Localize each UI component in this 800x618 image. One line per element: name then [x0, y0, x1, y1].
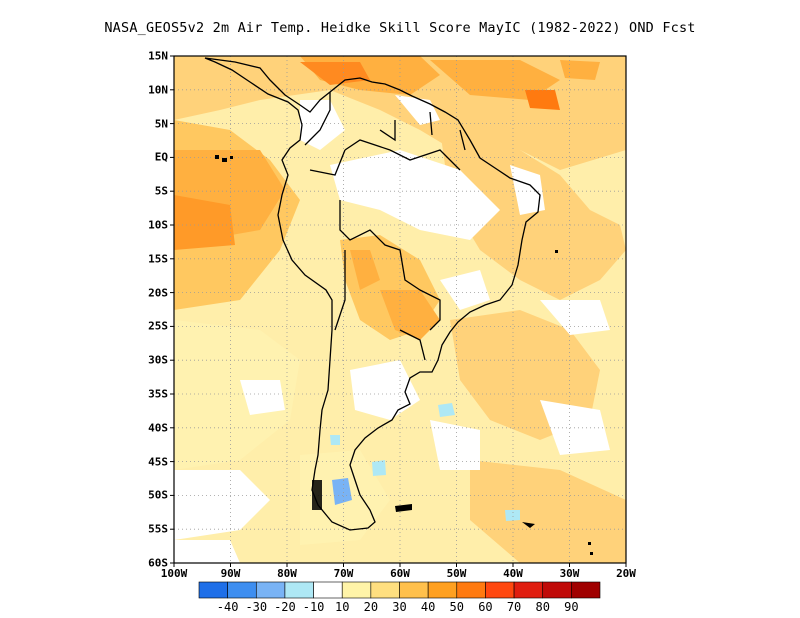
axis-ticks [170, 55, 627, 567]
coastline [204, 57, 541, 531]
colorbar-label: 50 [449, 600, 464, 614]
colorbar-label: 40 [420, 600, 436, 614]
lat-label: 5N [154, 117, 168, 131]
lat-label: 10N [148, 83, 168, 97]
colorbar-swatch [284, 581, 314, 599]
colorbar-swatch [485, 581, 515, 599]
lat-label: 40S [148, 421, 168, 435]
islands [215, 155, 593, 555]
lat-label: 45S [148, 455, 168, 469]
lat-label: 55S [148, 522, 168, 536]
colorbar-label: 70 [506, 600, 522, 614]
colorbar-label: 30 [392, 600, 407, 614]
lat-label: 50S [148, 488, 168, 502]
lat-label: 60S [148, 556, 168, 570]
lon-label: 60W [390, 567, 410, 580]
colorbar-swatch [542, 581, 572, 599]
colorbar-label: 80 [535, 600, 550, 614]
lon-label: 90W [220, 567, 241, 580]
colorbar-label: 60 [478, 600, 493, 614]
lat-label: 15N [148, 49, 168, 63]
lat-label: 25S [148, 319, 168, 333]
lon-label: 70W [333, 567, 354, 580]
colorbar-label: -10 [302, 600, 325, 614]
lat-label: 5S [154, 184, 168, 198]
colorbar-label: 20 [363, 600, 379, 614]
colorbar-swatch [370, 581, 400, 599]
colorbar-label: -40 [216, 600, 239, 614]
colorbar [198, 581, 601, 599]
colorbar-swatch [571, 581, 601, 599]
lon-label: 30W [559, 567, 580, 580]
map-title: NASA_GEOS5v2 2m Air Temp. Heidke Skill S… [104, 20, 696, 36]
lat-label: EQ [154, 150, 168, 164]
lat-label: 10S [148, 218, 168, 232]
colorbar-swatch [255, 581, 286, 599]
colorbar-swatch [456, 581, 486, 599]
colorbar-label: 10 [334, 600, 350, 614]
lat-label: 30S [148, 353, 168, 367]
colorbar-swatch [198, 581, 228, 599]
colorbar-label: 90 [564, 600, 579, 614]
lon-label: 50W [446, 567, 467, 580]
lat-label: 35S [148, 387, 168, 401]
lon-label: 20W [616, 567, 636, 580]
lon-label: 80W [277, 567, 297, 580]
lon-label: 40W [503, 567, 523, 580]
graticule [174, 56, 626, 563]
colorbar-swatch [313, 581, 343, 599]
colorbar-label: -30 [245, 600, 268, 614]
colorbar-swatch [513, 581, 544, 599]
lon-label: 100W [160, 567, 188, 580]
colorbar-swatch [227, 581, 257, 599]
colorbar-swatch [399, 581, 429, 599]
colorbar-swatch [341, 581, 372, 599]
lat-label: 15S [148, 252, 168, 266]
lat-label: 20S [148, 286, 168, 300]
colorbar-swatch [427, 581, 458, 599]
colorbar-label: -20 [274, 600, 296, 614]
